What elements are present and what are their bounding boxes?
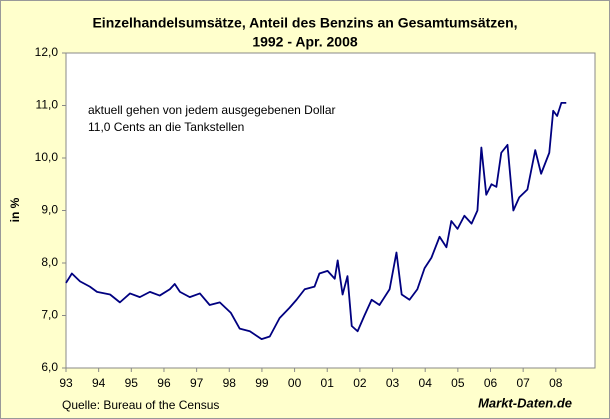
x-tick-label: 99 bbox=[255, 376, 269, 390]
y-tick-label: 7,0 bbox=[41, 308, 58, 322]
y-tick-label: 8,0 bbox=[41, 255, 58, 269]
y-tick-label: 9,0 bbox=[41, 203, 58, 217]
y-tick-label: 12,0 bbox=[35, 45, 59, 59]
x-tick-label: 05 bbox=[451, 376, 465, 390]
x-tick-label: 06 bbox=[484, 376, 498, 390]
x-tick-label: 07 bbox=[516, 376, 530, 390]
x-tick-label: 00 bbox=[288, 376, 302, 390]
y-tick-label: 10,0 bbox=[35, 150, 59, 164]
x-tick-label: 96 bbox=[157, 376, 171, 390]
x-tick-label: 01 bbox=[321, 376, 335, 390]
x-tick-label: 97 bbox=[190, 376, 204, 390]
x-tick-label: 95 bbox=[125, 376, 139, 390]
plot-area bbox=[65, 52, 596, 369]
y-tick-label: 11,0 bbox=[36, 98, 59, 112]
source: Quelle: Bureau of the Census bbox=[62, 398, 219, 412]
annotation: 11,0 Cents an die Tankstellen bbox=[88, 120, 244, 134]
x-tick-label: 08 bbox=[549, 376, 563, 390]
x-tick-label: 93 bbox=[59, 376, 73, 390]
x-tick-label: 94 bbox=[92, 376, 106, 390]
y-tick-label: 6,0 bbox=[41, 360, 58, 374]
x-tick-label: 04 bbox=[419, 376, 433, 390]
annotation: aktuell gehen von jedem ausgegebenen Dol… bbox=[88, 103, 336, 117]
data-line bbox=[65, 101, 567, 341]
chart-title: Einzelhandelsumsätze, Anteil des Benzins… bbox=[92, 15, 517, 31]
x-tick-label: 02 bbox=[353, 376, 367, 390]
brand: Markt-Daten.de bbox=[478, 395, 572, 410]
chart-title: 1992 - Apr. 2008 bbox=[252, 34, 358, 50]
x-tick-label: 03 bbox=[386, 376, 400, 390]
y-axis-label: in % bbox=[8, 197, 22, 222]
x-tick-label: 98 bbox=[223, 376, 237, 390]
